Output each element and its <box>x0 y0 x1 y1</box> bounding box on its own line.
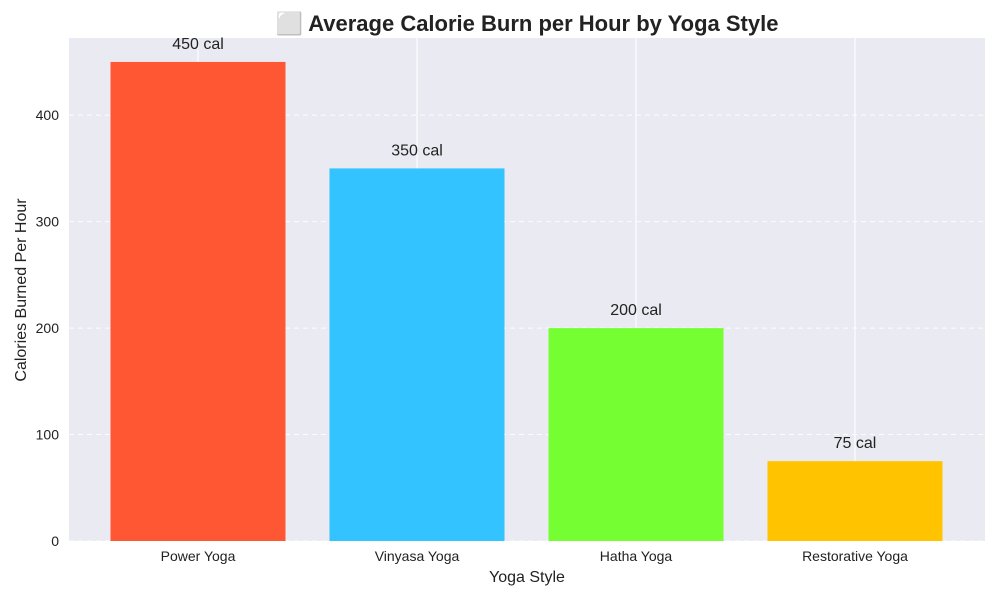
bar-data-label: 450 cal <box>172 36 224 53</box>
bar-data-label: 200 cal <box>610 302 662 319</box>
bar <box>110 61 286 541</box>
y-tick-label: 200 <box>36 320 60 336</box>
bar <box>329 168 505 541</box>
bar-data-label: 350 cal <box>391 142 443 159</box>
data-labels: 450 cal 350 cal 200 cal 75 cal <box>172 36 876 452</box>
bar <box>548 328 724 541</box>
x-tick-label: Power Yoga <box>161 548 236 564</box>
x-axis-label: Yoga Style <box>489 569 565 586</box>
y-axis-ticks: 0 100 200 300 400 <box>36 107 60 549</box>
bar-data-label: 75 cal <box>834 435 877 452</box>
x-axis-ticks: Power Yoga Vinyasa Yoga Hatha Yoga Restorat… <box>161 548 909 564</box>
y-tick-label: 400 <box>36 107 60 123</box>
bars <box>110 61 943 541</box>
chart-title: ⬜ Average Calorie Burn per Hour by Yoga … <box>276 11 779 36</box>
y-tick-label: 0 <box>51 533 59 549</box>
x-tick-label: Hatha Yoga <box>600 548 673 564</box>
bar <box>767 461 943 541</box>
x-tick-label: Restorative Yoga <box>802 548 908 564</box>
y-tick-label: 300 <box>36 214 60 230</box>
y-tick-label: 100 <box>36 427 60 443</box>
x-tick-label: Vinyasa Yoga <box>375 548 460 564</box>
y-axis-label: Calories Burned Per Hour <box>13 198 30 382</box>
